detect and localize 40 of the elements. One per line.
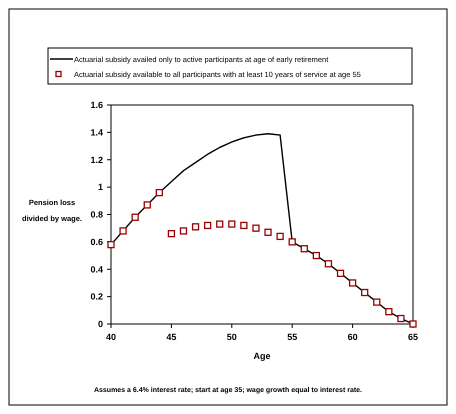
- x-tick-label: 65: [408, 332, 418, 342]
- x-tick-label: 55: [287, 332, 298, 342]
- y-tick-label: 0.6: [90, 236, 103, 247]
- y-tick-label: 0.8: [90, 210, 103, 220]
- point: [288, 238, 296, 246]
- y-tick-label: 1.6: [90, 100, 103, 110]
- point: [264, 228, 272, 236]
- point: [300, 245, 308, 252]
- point: [204, 222, 212, 230]
- y-tick-label: 0.4: [90, 264, 103, 274]
- point: [361, 288, 368, 296]
- point: [132, 214, 139, 221]
- point: [119, 227, 127, 235]
- y-tick-label: 1.4: [90, 127, 103, 138]
- point: [312, 252, 320, 260]
- point: [276, 232, 284, 240]
- y-tick-label: 0: [98, 319, 103, 329]
- x-tick-label: 60: [348, 332, 358, 342]
- x-tick-label: 40: [106, 332, 116, 342]
- point: [192, 223, 200, 230]
- point: [397, 314, 405, 322]
- point: [240, 222, 248, 230]
- y-tick-label: 1: [98, 182, 103, 192]
- point: [336, 270, 344, 278]
- point: [168, 230, 176, 238]
- point: [156, 188, 163, 196]
- point: [180, 227, 188, 235]
- point: [228, 220, 236, 228]
- point: [216, 220, 224, 228]
- point: [144, 201, 151, 209]
- point: [373, 298, 380, 306]
- y-tick-label: 0.2: [90, 292, 103, 302]
- point: [252, 224, 260, 232]
- point: [348, 279, 356, 287]
- x-axis-title: Age: [253, 351, 271, 361]
- x-tick-label: 45: [166, 332, 176, 342]
- point: [324, 260, 332, 268]
- x-tick-label: 50: [226, 332, 237, 342]
- y-tick-label: 1.2: [90, 154, 103, 165]
- point: [385, 308, 392, 316]
